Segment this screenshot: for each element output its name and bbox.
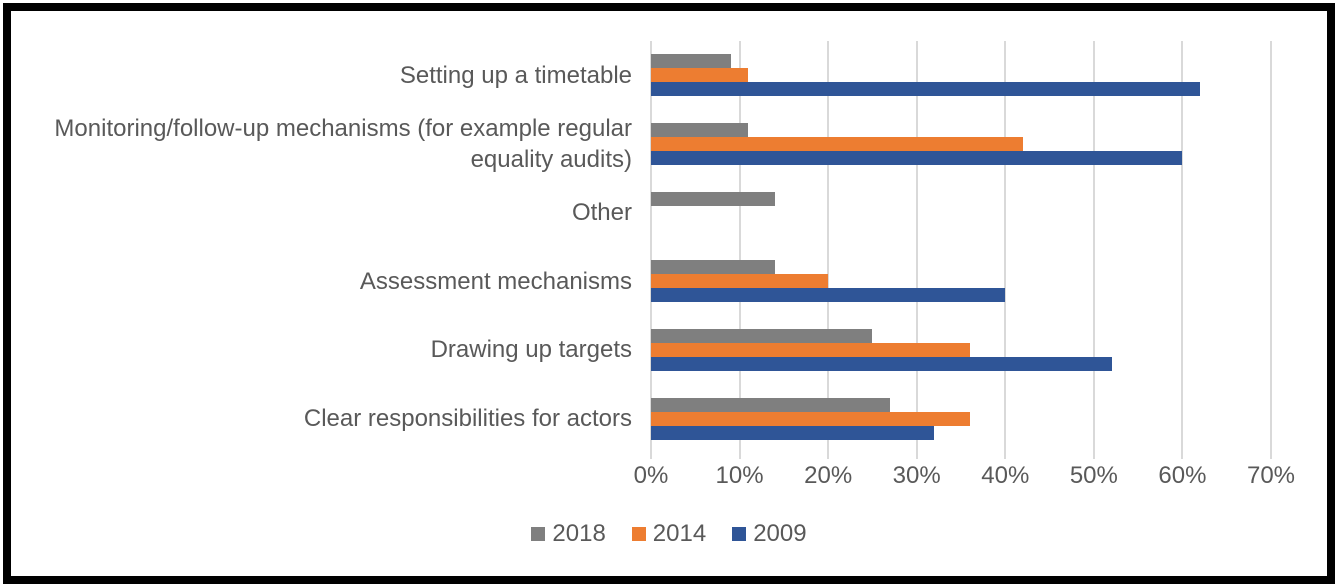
gridline-30%: [915, 41, 918, 453]
gridline-10%: [738, 41, 741, 453]
category-label: Setting up a timetable: [399, 61, 632, 89]
x-axis-label: 10%: [715, 462, 764, 489]
gridline-40%: [1004, 41, 1007, 453]
gridline-60%: [1181, 41, 1184, 453]
bar-2018: [651, 260, 775, 275]
x-axis-label: 50%: [1069, 462, 1118, 489]
bar-group: [651, 178, 1271, 247]
axis-tick-20%: [827, 453, 830, 459]
x-axis-label: 30%: [892, 462, 941, 489]
bar-2009: [651, 82, 1201, 97]
legend-swatch-icon: [631, 527, 646, 541]
plot-area: [650, 41, 1272, 459]
gridline-20%: [827, 41, 830, 453]
bar-2018: [651, 122, 749, 137]
bar-group: [651, 316, 1271, 385]
category-label: Drawing up targets: [430, 336, 632, 364]
legend-item-2018: 2018: [531, 520, 606, 548]
legend-item-2014: 2014: [631, 520, 707, 548]
bar-2018: [651, 54, 731, 69]
legend-label: 2014: [652, 520, 707, 547]
x-axis-label: 70%: [1246, 462, 1296, 489]
bar-2014: [651, 411, 970, 426]
axis-tick-40%: [1004, 453, 1007, 459]
bar-2018: [651, 191, 775, 206]
axis-tick-50%: [1092, 453, 1095, 459]
category-label: Other: [571, 199, 632, 227]
gridline-70%: [1270, 41, 1272, 453]
axis-tick-60%: [1181, 453, 1184, 459]
bar-2009: [651, 150, 1183, 165]
x-axis-label: 0%: [633, 462, 669, 489]
category-label: Monitoring/follow-up mechanisms (for exa…: [54, 114, 632, 173]
gridline-0%: [650, 41, 652, 453]
legend-swatch-icon: [732, 527, 747, 541]
category-axis-labels: Setting up a timetable Monitoring/follow-…: [25, 41, 632, 453]
bar-2014: [651, 342, 970, 357]
value-axis-labels: 0% 10% 20% 30% 40% 50% 60% 70%: [634, 462, 1295, 494]
legend-label: 2018: [552, 520, 606, 547]
bar-2014: [651, 136, 1023, 151]
bar-2009: [651, 288, 1006, 303]
bar-group: [651, 41, 1271, 110]
bar-group: [651, 384, 1271, 453]
bar-group: [651, 247, 1271, 316]
bar-2014: [651, 68, 749, 83]
bar-2018: [651, 397, 891, 412]
category-label: Clear responsibilities for actors: [303, 405, 632, 433]
legend-label: 2009: [753, 520, 807, 547]
bar-2009: [651, 425, 935, 440]
x-axis-label: 60%: [1158, 462, 1207, 489]
bar-group: [651, 110, 1271, 179]
axis-tick-70%: [1270, 453, 1272, 459]
bar-2009: [651, 356, 1112, 371]
axis-tick-30%: [915, 453, 918, 459]
bar-2018: [651, 328, 873, 343]
x-axis-label: 40%: [981, 462, 1030, 489]
axis-tick-10%: [738, 453, 741, 459]
legend-swatch-icon: [531, 527, 546, 541]
x-axis-label: 20%: [804, 462, 853, 489]
bar-2014: [651, 274, 829, 289]
legend: 2018 2014 2009: [0, 520, 1338, 548]
legend-item-2009: 2009: [732, 520, 807, 548]
category-label: Assessment mechanisms: [359, 267, 632, 295]
axis-tick-0%: [650, 453, 652, 459]
gridline-50%: [1092, 41, 1095, 453]
